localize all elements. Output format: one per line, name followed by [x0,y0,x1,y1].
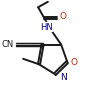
Text: CN: CN [2,40,14,49]
Text: O: O [59,12,66,21]
Text: O: O [71,58,78,67]
Text: N: N [60,73,67,82]
Text: HN: HN [40,23,53,32]
